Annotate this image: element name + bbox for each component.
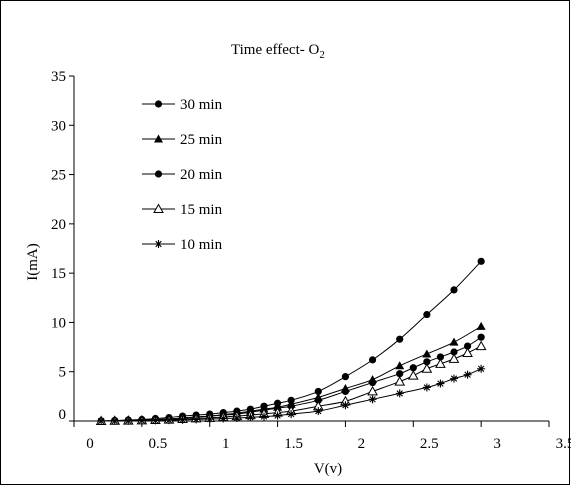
- data-point-20-min: [341, 387, 350, 396]
- legend-label-10-min: 10 min: [180, 237, 223, 253]
- data-point-10-min: [314, 407, 323, 416]
- data-point-10-min: [463, 370, 472, 379]
- data-point-15-min: [421, 363, 433, 373]
- data-point-10-min: [368, 395, 377, 404]
- legend-marker-25-min: [154, 134, 163, 143]
- data-point-20-min: [463, 342, 472, 350]
- data-point-10-min: [260, 412, 268, 421]
- data-point-15-min: [407, 370, 419, 380]
- x-tick-label: 1.5: [284, 436, 303, 452]
- legend-marker-15-min: [153, 203, 164, 213]
- data-point-15-min: [435, 358, 446, 368]
- data-point-30-min: [314, 387, 322, 396]
- x-tick-label: 2.5: [420, 436, 439, 452]
- data-point-20-min: [477, 333, 485, 341]
- legend-label-25-min: 25 min: [180, 132, 223, 148]
- data-point-25-min: [476, 321, 486, 330]
- y-tick-label: 30: [51, 118, 66, 134]
- data-point-10-min: [178, 415, 187, 424]
- y-tick-label: 0: [59, 407, 67, 423]
- data-point-15-min: [448, 353, 460, 363]
- data-point-10-min: [287, 410, 296, 419]
- data-point-25-min: [449, 337, 459, 346]
- data-point-10-min: [477, 364, 486, 373]
- x-tick-label: 0: [86, 436, 94, 452]
- x-tick-label: 3.5: [556, 436, 571, 452]
- y-axis-label: I(mA): [25, 243, 41, 281]
- x-tick-label: 0.5: [148, 436, 167, 452]
- data-point-30-min: [477, 257, 485, 265]
- data-point-10-min: [273, 411, 282, 420]
- data-point-20-min: [396, 370, 404, 378]
- data-point-20-min: [450, 348, 458, 356]
- data-point-10-min: [395, 389, 404, 398]
- legend-marker-30-min: [154, 100, 163, 108]
- y-tick-label: 25: [51, 168, 66, 184]
- data-point-30-min: [341, 373, 350, 381]
- data-point-10-min: [192, 415, 201, 424]
- data-point-20-min: [423, 358, 431, 366]
- data-point-10-min: [246, 413, 255, 422]
- plot-area: 0 0.5 1 1.5 2 2.5 3 3.5 0 5 10 15 20 25 30 35: [51, 69, 571, 452]
- y-tick-label: 15: [51, 266, 66, 282]
- data-point-15-min: [475, 340, 487, 351]
- legend-label-20-min: 20 min: [180, 167, 223, 183]
- data-point-30-min: [396, 335, 404, 343]
- y-tick-label: 35: [51, 69, 66, 85]
- chart-title-subscript: 2: [319, 49, 325, 61]
- x-tick-label: 1: [222, 436, 230, 452]
- data-point-30-min: [450, 286, 458, 294]
- data-point-10-min: [110, 416, 119, 425]
- x-axis-label: V(v): [314, 461, 342, 477]
- legend-marker-10-min: [154, 240, 163, 248]
- x-tick-label: 2: [358, 436, 366, 452]
- data-point-30-min: [368, 356, 377, 364]
- y-tick-label: 5: [59, 365, 67, 381]
- data-point-10-min: [97, 417, 106, 425]
- data-point-10-min: [165, 416, 173, 425]
- data-point-10-min: [219, 414, 228, 423]
- series-line-30-min: [101, 260, 482, 422]
- data-point-10-min: [124, 416, 133, 425]
- data-point-20-min: [409, 364, 417, 372]
- data-point-10-min: [341, 401, 350, 410]
- x-tick-label: 3: [493, 436, 501, 452]
- data-point-10-min: [151, 416, 160, 425]
- data-point-25-min: [422, 349, 432, 358]
- data-point-15-min: [367, 385, 378, 396]
- legend: 30 min 25 min 20 min 15 min 10 min: [142, 97, 223, 253]
- data-point-10-min: [205, 415, 214, 424]
- data-point-15-min: [462, 347, 473, 357]
- data-point-10-min: [436, 379, 445, 388]
- legend-label-30-min: 30 min: [180, 97, 223, 113]
- data-point-20-min: [368, 378, 377, 387]
- data-point-15-min: [394, 376, 406, 386]
- legend-label-15-min: 15 min: [180, 202, 223, 218]
- data-point-20-min: [314, 396, 322, 404]
- data-point-10-min: [232, 414, 241, 423]
- data-point-10-min: [422, 383, 431, 392]
- data-point-30-min: [423, 310, 431, 319]
- y-tick-label: 10: [51, 315, 66, 331]
- data-point-10-min: [137, 416, 146, 425]
- data-point-10-min: [450, 374, 458, 383]
- y-tick-label: 20: [51, 217, 66, 233]
- data-point-25-min: [395, 361, 405, 370]
- data-point-20-min: [436, 353, 445, 361]
- chart-title: Time effect- O2: [231, 42, 325, 61]
- legend-marker-20-min: [154, 170, 163, 178]
